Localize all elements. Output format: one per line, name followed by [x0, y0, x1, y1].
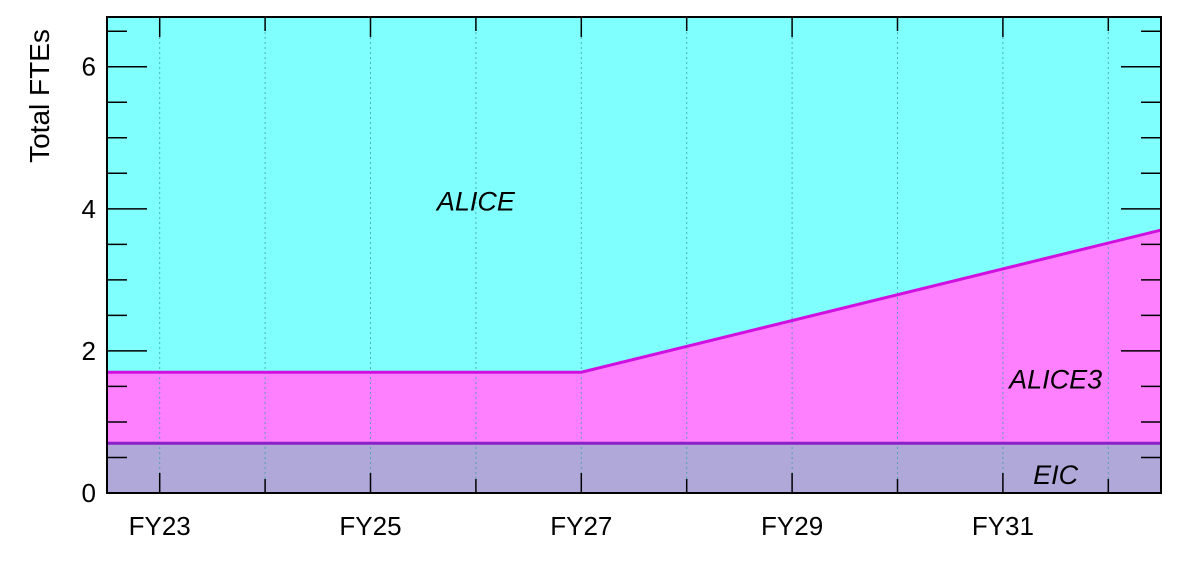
x-tick-label: FY25 — [339, 511, 401, 541]
boundary-alice3 — [107, 228, 1162, 374]
x-tick-label: FY29 — [761, 511, 823, 541]
y-tick-label: 4 — [82, 194, 96, 224]
x-tick-label: FY31 — [972, 511, 1034, 541]
series-boundary-lines — [107, 228, 1162, 445]
series-label-eic: EIC — [1033, 460, 1079, 490]
y-tick-label: 6 — [82, 52, 96, 82]
x-tick-label: FY23 — [129, 511, 191, 541]
grid-lines — [159, 17, 1109, 493]
area-alice3 — [107, 230, 1161, 444]
series-labels: EIC ALICE3 ALICE — [435, 187, 1102, 491]
plot-frame — [106, 16, 1162, 494]
y-tick-label: 2 — [82, 336, 96, 366]
series-label-alice: ALICE — [435, 187, 516, 217]
series-label-alice3: ALICE3 — [1007, 364, 1102, 394]
x-tick-labels: FY23 FY25 FY27 FY29 FY31 — [129, 511, 1034, 541]
y-axis-title: Total FTEs — [24, 29, 55, 163]
x-tick-label: FY27 — [550, 511, 612, 541]
y-tick-label: 0 — [82, 478, 96, 508]
y-tick-labels: 0 2 4 6 — [82, 52, 96, 508]
